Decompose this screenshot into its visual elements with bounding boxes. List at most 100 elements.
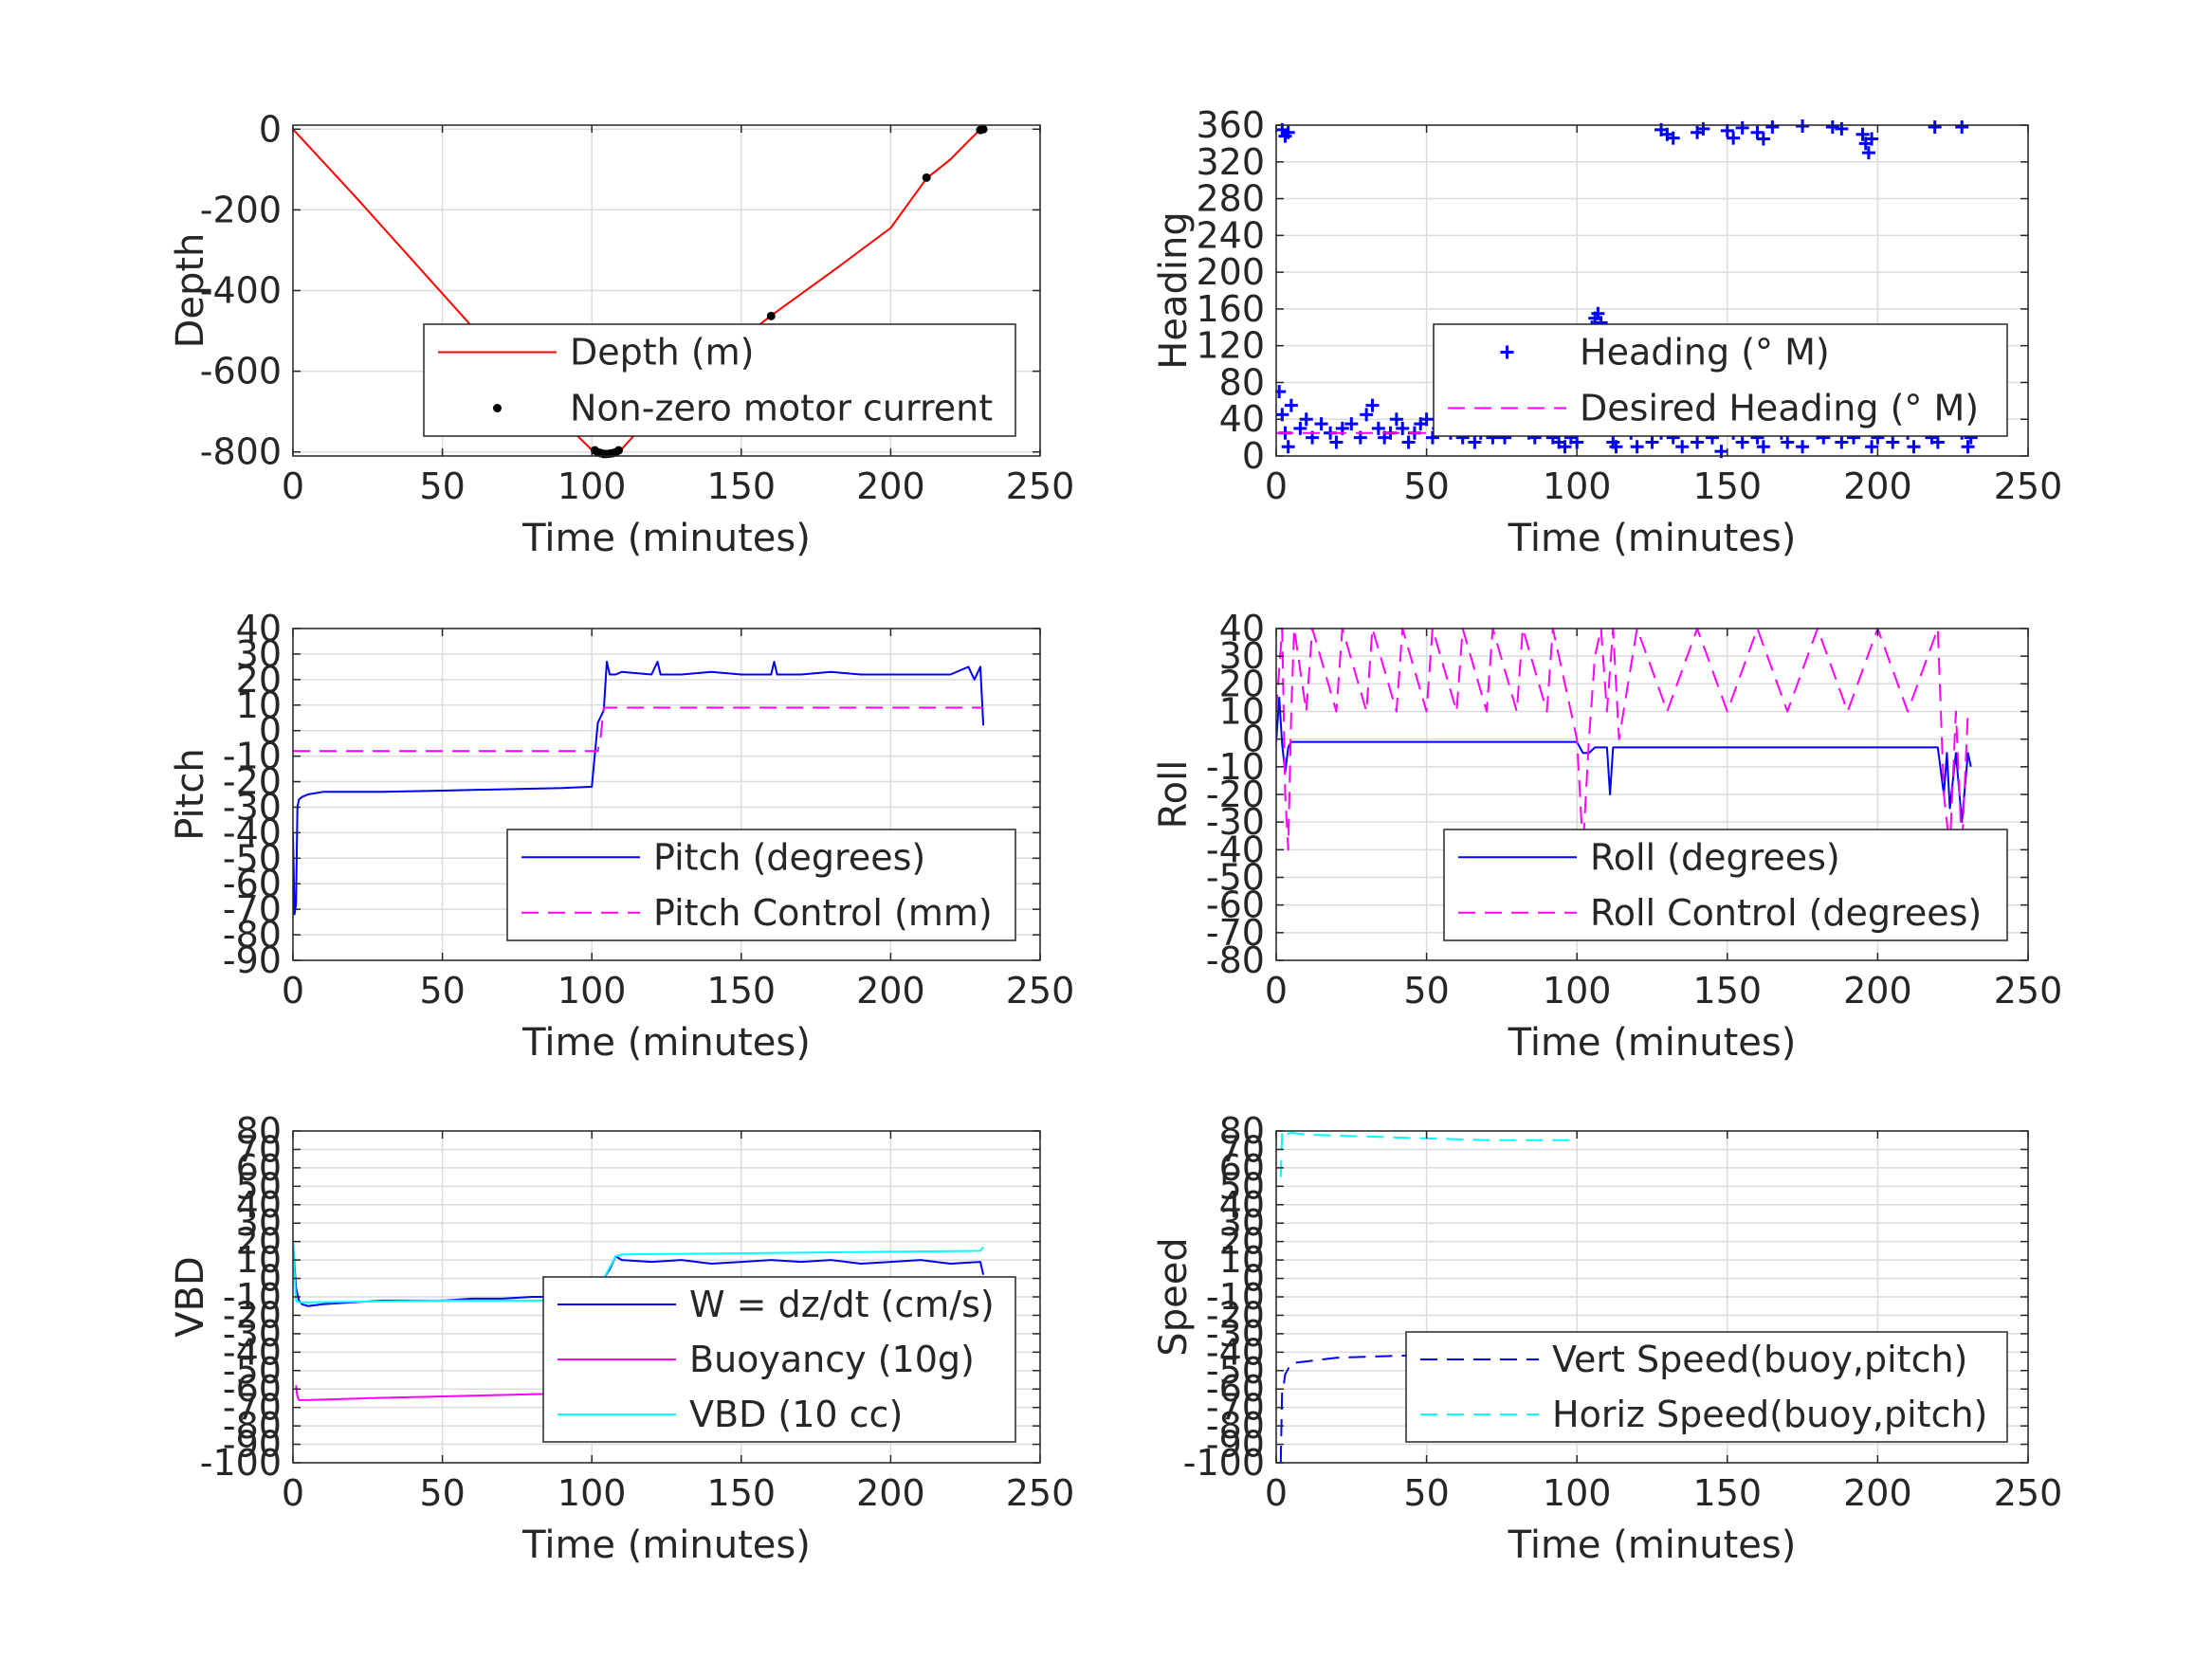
x-tick-label: 150 — [707, 1472, 777, 1514]
data-point — [1856, 127, 1870, 141]
x-axis-label: Time (minutes) — [521, 517, 811, 560]
data-point — [1727, 131, 1741, 145]
y-tick-label: 40 — [1219, 398, 1265, 440]
y-tick-label: 0 — [259, 108, 282, 150]
x-tick-label: 50 — [1403, 970, 1449, 1012]
legend-item: W = dz/dt (cm/s) — [558, 1284, 995, 1325]
x-tick-label: 0 — [282, 970, 304, 1012]
legend-swatch — [493, 404, 502, 412]
data-point — [1928, 119, 1942, 134]
data-point — [1570, 435, 1584, 449]
y-tick-label: -30 — [1206, 801, 1265, 843]
data-point — [1861, 146, 1875, 160]
legend-item: Heading (° M) — [1500, 332, 1830, 374]
y-tick-label: 70 — [1219, 1128, 1265, 1170]
x-tick-label: 0 — [1265, 465, 1288, 507]
x-tick-label: 100 — [1543, 1472, 1612, 1514]
data-point — [1425, 430, 1439, 445]
y-tick-label: 360 — [1196, 104, 1265, 146]
legend-box — [1405, 1331, 2008, 1443]
chart-roll: 0 50 100 150 200 250-80-70-60-50-40-30-20-100… — [1152, 608, 2062, 1065]
y-tick-label: -60 — [1206, 1368, 1265, 1410]
y-tick-label: -60 — [223, 863, 282, 904]
y-tick-label: 30 — [236, 1202, 282, 1244]
x-tick-label: 200 — [856, 970, 925, 1012]
series-line — [293, 661, 985, 916]
legend-label: Horiz Speed(buoy,pitch) — [1552, 1394, 1987, 1435]
y-tick-label: -20 — [223, 1294, 282, 1336]
legend-label: W = dz/dt (cm/s) — [689, 1284, 995, 1325]
data-point — [1360, 408, 1374, 422]
data-point — [1344, 417, 1359, 431]
data-point — [614, 446, 624, 455]
y-axis-label: VBD — [169, 1256, 212, 1338]
x-axis-label: Time (minutes) — [521, 1523, 811, 1567]
chart-speed: 0 50 100 150 200 250-100-90-80-70-60-50-40-30… — [1152, 1110, 2062, 1567]
data-point — [766, 311, 776, 320]
data-point — [1835, 121, 1849, 136]
y-axis-label: Depth — [169, 233, 212, 349]
data-point — [1591, 306, 1605, 320]
y-tick-label: -80 — [223, 914, 282, 956]
x-tick-label: 200 — [1843, 970, 1912, 1012]
x-tick-label: 0 — [282, 465, 304, 507]
legend-label: Roll (degrees) — [1590, 836, 1840, 878]
y-tick-label: -80 — [1206, 1405, 1265, 1447]
legend-item: Roll (degrees) — [1458, 836, 1840, 878]
data-point — [1796, 119, 1810, 133]
y-tick-label: -30 — [223, 786, 282, 828]
data-point — [1886, 435, 1900, 449]
y-axis-label: Heading — [1152, 211, 1196, 369]
y-tick-label: 0 — [259, 1258, 282, 1300]
y-tick-label: 40 — [1219, 1184, 1265, 1226]
series-line — [293, 1241, 984, 1304]
y-tick-label: 320 — [1196, 141, 1265, 183]
y-tick-label: -70 — [223, 888, 282, 930]
data-point — [1796, 440, 1810, 454]
y-tick-label: -50 — [223, 837, 282, 879]
y-tick-label: -100 — [200, 1442, 282, 1484]
y-tick-label: 20 — [236, 1221, 282, 1263]
legend-label: Buoyancy (10g) — [689, 1339, 975, 1380]
x-tick-label: 100 — [1543, 465, 1612, 507]
data-point — [1558, 440, 1572, 454]
data-point — [1955, 119, 1969, 134]
series-0 — [293, 661, 985, 916]
y-tick-label: 60 — [236, 1147, 282, 1189]
data-point — [1961, 440, 1975, 454]
data-point — [1371, 421, 1385, 435]
series-2 — [293, 1241, 984, 1304]
y-tick-label: -80 — [223, 1405, 282, 1447]
x-tick-label: 250 — [1994, 1472, 2063, 1514]
data-point — [1401, 435, 1416, 449]
data-point — [1735, 120, 1749, 135]
legend-box — [423, 323, 1016, 437]
data-point — [1609, 440, 1623, 454]
y-tick-label: 20 — [1219, 663, 1265, 704]
y-tick-label: 60 — [1219, 1147, 1265, 1189]
data-point — [978, 124, 988, 134]
data-point — [1696, 121, 1710, 136]
y-tick-label: -50 — [1206, 857, 1265, 899]
data-point — [1825, 119, 1839, 134]
y-tick-label: -30 — [223, 1313, 282, 1355]
y-tick-label: 0 — [259, 710, 282, 752]
y-axis-label: Speed — [1152, 1237, 1196, 1356]
y-tick-label: 20 — [1219, 1221, 1265, 1263]
data-point — [922, 173, 931, 182]
series-line — [1276, 628, 1969, 851]
ticks — [1275, 628, 2029, 961]
data-point — [1329, 435, 1344, 449]
y-tick-label: -600 — [200, 351, 282, 392]
data-point — [1756, 440, 1770, 454]
x-tick-label: 50 — [419, 970, 465, 1012]
y-tick-label: -10 — [1206, 746, 1265, 788]
ticks — [1275, 124, 2029, 457]
y-tick-label: -90 — [1206, 1424, 1265, 1466]
y-tick-label: -20 — [1206, 1294, 1265, 1336]
series-layer — [1276, 628, 1972, 851]
x-tick-label: 100 — [1543, 970, 1612, 1012]
y-tick-label: 50 — [1219, 1165, 1265, 1207]
data-point — [1284, 398, 1298, 412]
y-tick-label: 30 — [1219, 1202, 1265, 1244]
